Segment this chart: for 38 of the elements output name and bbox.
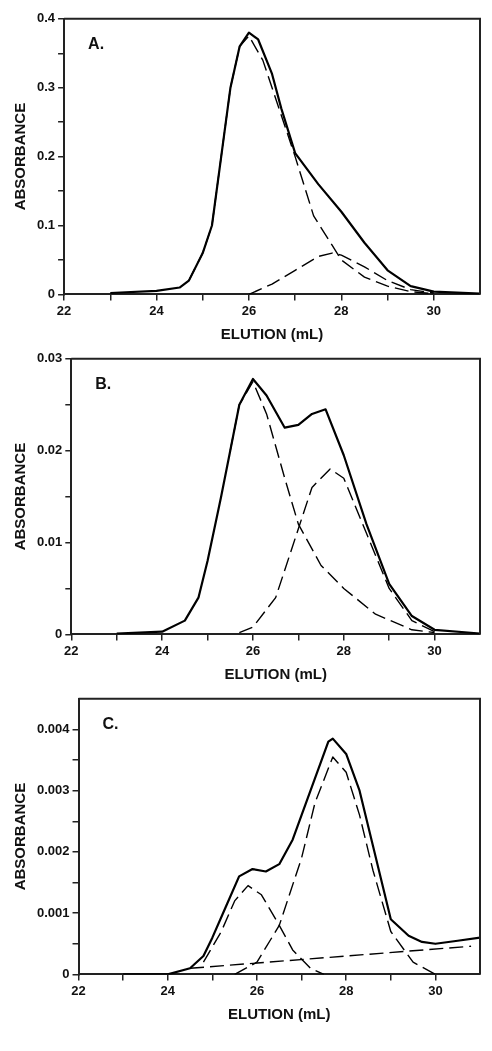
- x-tick-label: 28: [336, 642, 351, 658]
- y-tick-label: 0.002: [36, 843, 70, 859]
- y-tick-label: 0.1: [36, 217, 56, 233]
- y-tick-label: 0: [55, 625, 63, 641]
- annotation: A.: [88, 35, 105, 53]
- annotation: B.: [95, 375, 112, 393]
- x-tick-label: 26: [249, 982, 265, 998]
- y-axis-title: ABSORBANCE: [11, 782, 29, 891]
- x-tick-label: 22: [71, 982, 86, 998]
- x-tick-label: 26: [245, 642, 261, 658]
- x-tick-label: 26: [241, 302, 257, 318]
- x-tick-label: 24: [160, 982, 176, 998]
- x-tick-label: 28: [338, 982, 354, 998]
- x-axis-title: ELUTION (mL): [228, 1005, 331, 1023]
- y-axis-title: ABSORBANCE: [11, 102, 29, 211]
- x-tick-label: 22: [64, 642, 79, 658]
- x-tick-label: 30: [427, 642, 442, 658]
- y-tick-label: 0.2: [36, 148, 56, 164]
- x-tick-label: 24: [154, 642, 171, 658]
- x-tick-label: 30: [428, 982, 443, 998]
- x-axis-title: ELUTION (mL): [220, 325, 324, 343]
- y-tick-label: 0.01: [36, 534, 63, 550]
- x-tick-label: 30: [426, 302, 442, 318]
- x-tick-label: 28: [334, 302, 349, 318]
- x-axis-title: ELUTION (mL): [224, 665, 327, 683]
- x-tick-label: 24: [149, 302, 165, 318]
- y-tick-label: 0: [47, 285, 56, 301]
- y-tick-label: 0.02: [36, 442, 63, 458]
- y-tick-label: 0.003: [36, 782, 70, 798]
- y-axis-title: ABSORBANCE: [11, 442, 29, 551]
- annotation: C.: [102, 715, 119, 733]
- y-tick-label: 0.004: [36, 721, 71, 736]
- y-tick-label: 0: [62, 965, 70, 981]
- y-tick-label: 0.4: [36, 10, 56, 26]
- y-tick-label: 0.03: [36, 350, 63, 366]
- x-tick-label: 22: [56, 302, 72, 318]
- y-tick-label: 0.3: [36, 79, 56, 95]
- y-tick-label: 0.001: [36, 904, 70, 920]
